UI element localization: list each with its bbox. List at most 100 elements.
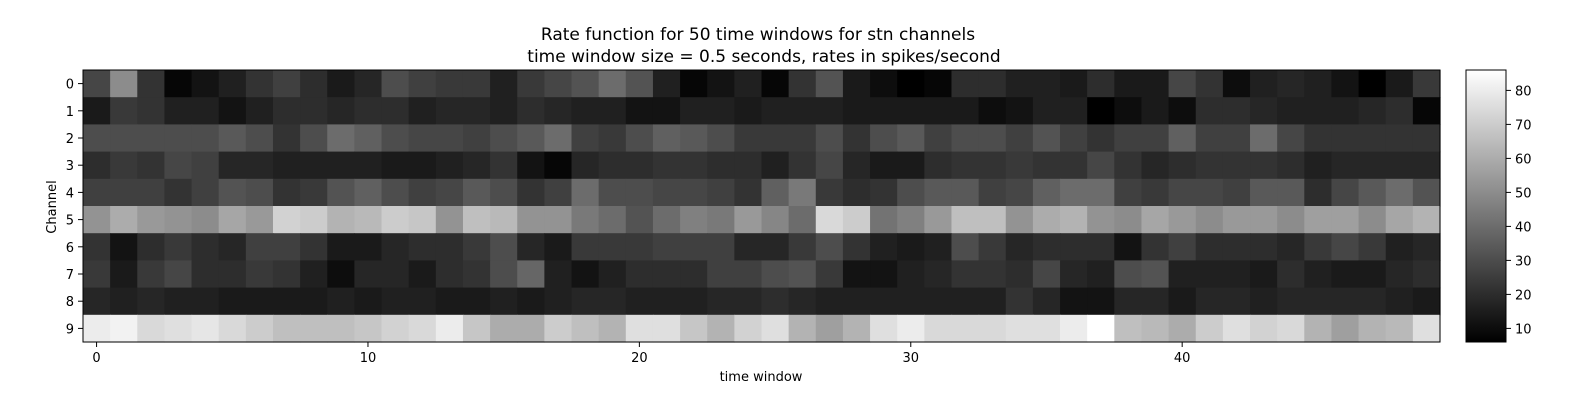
heatmap-cell	[761, 151, 790, 180]
heatmap-cell	[83, 314, 111, 343]
heatmap-cell	[924, 287, 953, 316]
heatmap-cell	[408, 124, 437, 153]
heatmap-cell	[1331, 151, 1360, 180]
heatmap-cell	[870, 206, 898, 234]
heatmap-cell	[408, 97, 437, 125]
heatmap-cell	[1412, 287, 1441, 316]
heatmap-cell	[897, 260, 925, 289]
heatmap-cell	[978, 287, 1007, 316]
heatmap-cell	[951, 260, 980, 289]
heatmap-cell	[734, 97, 763, 125]
heatmap-cell	[245, 287, 274, 316]
y-tick-label: 7	[66, 268, 74, 283]
heatmap-cell	[680, 287, 708, 316]
heatmap-cell	[544, 287, 573, 316]
heatmap-cell	[1304, 314, 1333, 343]
heatmap-cell	[218, 260, 247, 289]
heatmap-cell	[1141, 287, 1170, 316]
heatmap-cell	[218, 70, 247, 98]
heatmap-cell	[680, 124, 708, 153]
heatmap-cell	[110, 287, 138, 316]
heatmap-cell	[1358, 260, 1387, 289]
heatmap-cell	[1005, 97, 1034, 125]
heatmap-cell	[1412, 233, 1441, 261]
heatmap-cell	[1304, 151, 1333, 180]
colorbar-tick-label: 40	[1515, 220, 1532, 235]
heatmap-cell	[1222, 314, 1251, 343]
heatmap-cell	[1087, 206, 1115, 234]
heatmap-cell	[1222, 70, 1251, 98]
heatmap-cell	[1141, 151, 1170, 180]
heatmap-cell	[652, 178, 681, 207]
heatmap-cell	[761, 260, 790, 289]
heatmap-cell	[652, 206, 681, 234]
heatmap-cell	[870, 178, 898, 207]
heatmap-cell	[354, 314, 383, 343]
heatmap-cell	[1304, 70, 1333, 98]
heatmap-cell	[571, 70, 600, 98]
heatmap-cell	[1358, 151, 1387, 180]
heatmap-cell	[1032, 70, 1061, 98]
y-tick-label: 6	[66, 241, 74, 256]
heatmap-cell	[137, 124, 166, 153]
heatmap-cell	[490, 151, 518, 180]
y-tick-label: 3	[66, 159, 74, 174]
heatmap-cell	[1087, 97, 1115, 125]
heatmap-cell	[354, 178, 383, 207]
heatmap-cell	[951, 314, 980, 343]
heatmap-cell	[462, 314, 491, 343]
heatmap-cell	[625, 178, 654, 207]
heatmap-cell	[435, 233, 464, 261]
heatmap-cell	[978, 206, 1007, 234]
heatmap-cell	[1087, 314, 1115, 343]
heatmap-cell	[272, 124, 301, 153]
heatmap-cell	[245, 151, 274, 180]
heatmap-cell	[924, 70, 953, 98]
heatmap-cell	[842, 151, 871, 180]
heatmap-cell	[815, 233, 844, 261]
heatmap-cell	[788, 124, 817, 153]
heatmap-cell	[1032, 287, 1061, 316]
heatmap-cell	[1032, 124, 1061, 153]
heatmap-cell	[1331, 70, 1360, 98]
y-tick-label: 1	[66, 105, 74, 120]
heatmap-cell	[462, 124, 491, 153]
heatmap-cell	[245, 314, 274, 343]
heatmap-cell	[191, 70, 220, 98]
heatmap-cell	[408, 314, 437, 343]
heatmap-cell	[1385, 151, 1414, 180]
heatmap-cell	[1358, 206, 1387, 234]
heatmap-cell	[625, 97, 654, 125]
heatmap-cell	[761, 206, 790, 234]
heatmap-cell	[544, 178, 573, 207]
heatmap-cell	[978, 97, 1007, 125]
heatmap-cell	[272, 260, 301, 289]
heatmap-cell	[354, 260, 383, 289]
heatmap-cell	[761, 124, 790, 153]
heatmap-cell	[652, 151, 681, 180]
heatmap-cell	[897, 287, 925, 316]
heatmap-cell	[490, 124, 518, 153]
heatmap-cell	[707, 151, 735, 180]
heatmap-cell	[1060, 206, 1088, 234]
heatmap-cell	[897, 97, 925, 125]
heatmap-cell	[1412, 260, 1441, 289]
chart-title: Rate function for 50 time windows for st…	[541, 25, 975, 45]
heatmap-cell	[1277, 97, 1305, 125]
heatmap-cell	[354, 206, 383, 234]
heatmap-cell	[1358, 124, 1387, 153]
heatmap-cell	[1277, 314, 1305, 343]
heatmap-cell	[815, 287, 844, 316]
heatmap-cell	[1114, 260, 1143, 289]
heatmap-cell	[137, 151, 166, 180]
heatmap-cell	[1141, 70, 1170, 98]
heatmap-cell	[1060, 70, 1088, 98]
heatmap-cell	[571, 233, 600, 261]
heatmap-cell	[978, 151, 1007, 180]
heatmap-cell	[788, 178, 817, 207]
heatmap-cell	[1168, 233, 1197, 261]
heatmap-cell	[1060, 151, 1088, 180]
heatmap-cell	[490, 314, 518, 343]
heatmap-cell	[1168, 70, 1197, 98]
heatmap-cell	[1412, 70, 1441, 98]
